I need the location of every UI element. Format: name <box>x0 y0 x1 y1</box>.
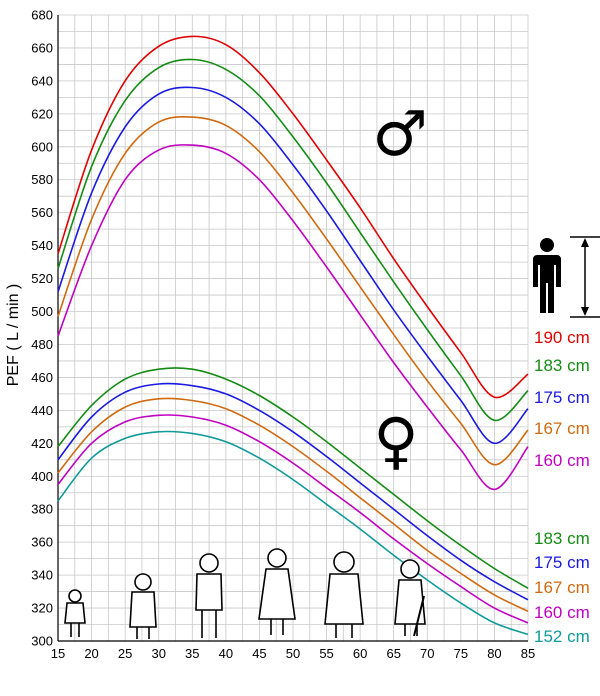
male-series-label: 183 cm <box>534 356 590 375</box>
male-series-label: 160 cm <box>534 451 590 470</box>
male-series-label: 167 cm <box>534 419 590 438</box>
male-series-label: 190 cm <box>534 328 590 347</box>
y-tick-label: 660 <box>31 40 53 55</box>
y-tick-label: 620 <box>31 106 53 121</box>
y-tick-label: 400 <box>31 469 53 484</box>
y-tick-label: 440 <box>31 403 53 418</box>
x-tick-label: 70 <box>420 646 434 661</box>
x-tick-label: 30 <box>151 646 165 661</box>
adult-woman-figure-icon <box>195 553 223 638</box>
axes-layer: 300 320 340 360 380 400 420 440 460 480 500 520 540 5… <box>31 8 535 662</box>
female-series-line <box>57 367 529 589</box>
y-tick-label: 460 <box>31 370 53 385</box>
female-series-label: 160 cm <box>534 603 590 622</box>
male-series-label: 175 cm <box>534 388 590 407</box>
x-tick-label: 25 <box>118 646 132 661</box>
male-symbol-icon: ♂ <box>372 97 428 170</box>
x-tick-label: 65 <box>386 646 400 661</box>
older-woman-figure-icon <box>324 551 364 638</box>
child-figure-icon <box>64 589 86 637</box>
gender-symbol-layer: ♂♀ <box>372 97 428 477</box>
male-series-line <box>57 35 529 399</box>
age-silhouette-icons <box>64 548 426 639</box>
y-axis-label: PEF ( L / min ) <box>5 284 22 387</box>
x-tick-label: 55 <box>319 646 333 661</box>
grid-layer <box>57 14 529 642</box>
x-tick-label: 45 <box>252 646 266 661</box>
y-tick-label: 680 <box>31 8 53 23</box>
female-symbol-icon: ♀ <box>373 404 418 477</box>
y-tick-label: 480 <box>31 337 53 352</box>
y-tick-label: 500 <box>31 304 53 319</box>
female-series-label: 152 cm <box>534 627 590 646</box>
y-tick-label: 380 <box>31 502 53 517</box>
x-tick-label: 50 <box>286 646 300 661</box>
y-tick-label: 360 <box>31 535 53 550</box>
y-tick-label: 600 <box>31 139 53 154</box>
male-series-line <box>57 86 529 445</box>
woman-in-skirt-figure-icon <box>258 548 296 635</box>
teen-figure-icon <box>129 573 157 639</box>
x-tick-label: 20 <box>84 646 98 661</box>
x-tick-label: 15 <box>51 646 65 661</box>
female-series-label: 183 cm <box>534 529 590 548</box>
height-indicator-icon <box>533 236 600 318</box>
x-tick-label: 60 <box>353 646 367 661</box>
male-series-line <box>57 144 529 491</box>
x-tick-label: 40 <box>219 646 233 661</box>
series-layer <box>57 35 529 636</box>
male-series-line <box>57 116 529 466</box>
x-tick-label: 85 <box>521 646 535 661</box>
female-series-label: 167 cm <box>534 578 590 597</box>
male-series-line <box>57 58 529 422</box>
y-tick-label: 540 <box>31 238 53 253</box>
y-tick-label: 640 <box>31 73 53 88</box>
x-tick-label: 35 <box>185 646 199 661</box>
y-tick-label: 560 <box>31 205 53 220</box>
y-tick-label: 340 <box>31 568 53 583</box>
y-tick-label: 580 <box>31 172 53 187</box>
female-series-line <box>57 414 529 624</box>
y-tick-label: 320 <box>31 601 53 616</box>
y-tick-label: 300 <box>31 634 53 649</box>
series-label-layer: 190 cm 183 cm 175 cm 167 cm 160 cm 183 cm 175 … <box>534 328 590 646</box>
y-tick-label: 520 <box>31 271 53 286</box>
female-series-line <box>57 430 529 636</box>
female-series-line <box>57 382 529 601</box>
y-tick-label: 420 <box>31 436 53 451</box>
x-tick-label: 75 <box>454 646 468 661</box>
x-tick-label: 80 <box>487 646 501 661</box>
female-series-label: 175 cm <box>534 553 590 572</box>
female-series-line <box>57 397 529 613</box>
elderly-woman-with-cane-figure-icon <box>394 559 426 637</box>
